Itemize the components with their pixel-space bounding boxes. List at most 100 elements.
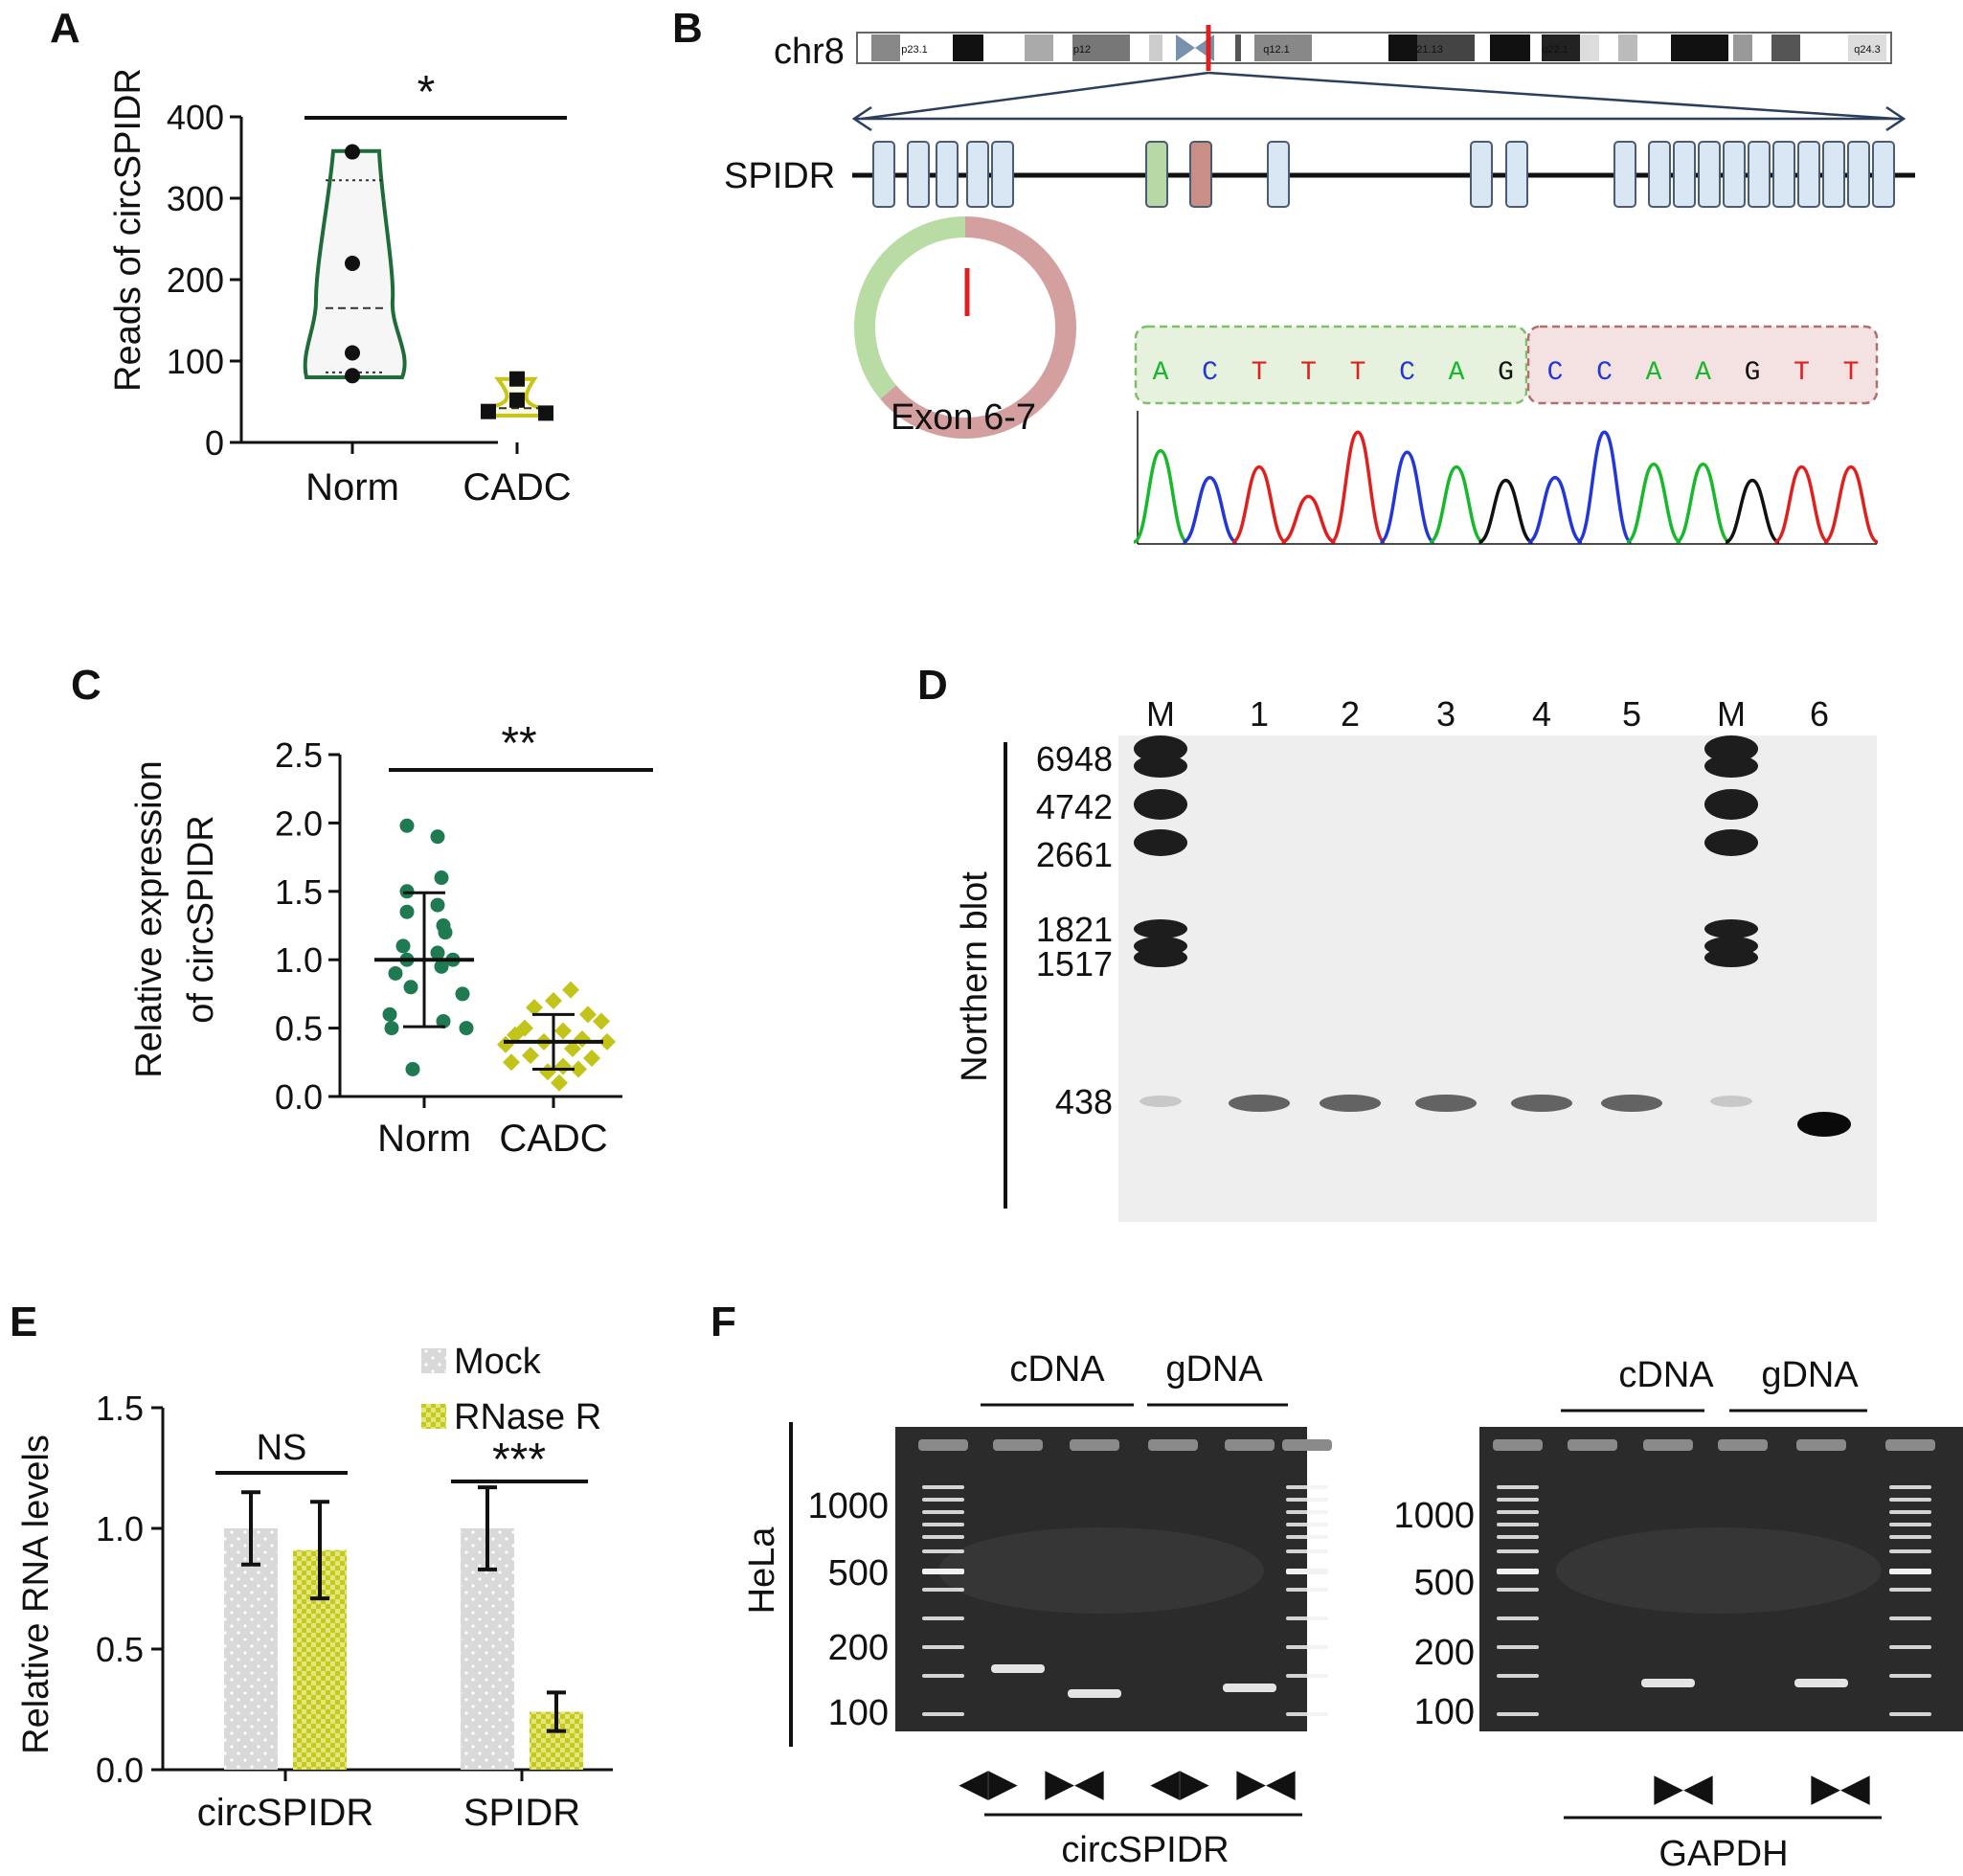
gel-marker-labels: 1000 1000 500 500 200 200 100 100 (807, 1486, 1475, 1733)
chromosome-label: chr8 (774, 32, 845, 72)
panel-c-y-ticks: 0.0 0.5 1.0 1.5 2.0 2.5 (275, 735, 340, 1117)
panel-c-point-cadc (522, 1047, 539, 1065)
exon (872, 141, 895, 208)
ladder-band (1286, 1674, 1328, 1678)
ladder-band (1286, 1569, 1328, 1574)
ladder-band (1286, 1712, 1328, 1716)
panel-a-y-tick-label: 300 (167, 179, 224, 218)
panel-e-y-tick-label: 1.5 (96, 1389, 144, 1428)
gel-well (1885, 1439, 1935, 1451)
panel-e-y-tick-label: 0.0 (96, 1751, 144, 1790)
chromatogram-peak (1576, 430, 1633, 544)
gel-well (1070, 1439, 1119, 1451)
panel-c-point-norm (384, 1021, 399, 1036)
sequence-base: C (1547, 358, 1564, 388)
panel-c-mean-sd (374, 891, 603, 1071)
chromosome-band-labels: p23.1 p22 p12 q12.1 q21.13 q21.3 q22.1 q23.3 q24… (901, 44, 1881, 56)
exon (1723, 141, 1746, 208)
ladder-band (1889, 1498, 1931, 1502)
gel1-group-gdna: gDNA (1165, 1349, 1263, 1390)
sample-band (1415, 1095, 1477, 1112)
sequence-base: C (1399, 358, 1415, 388)
panel-a-point-cadc (538, 405, 553, 421)
chromosome-band-label: q24.3 (1854, 44, 1881, 56)
sequence-base: G (1498, 358, 1514, 388)
exon (1748, 141, 1771, 208)
panel-c-point-norm (405, 1061, 420, 1076)
ladder-band (922, 1485, 964, 1489)
panel-c-points (382, 818, 616, 1092)
panel-a-y-tick-label: 0 (205, 423, 224, 463)
chromosome-band-label: q21.3 (1498, 44, 1524, 56)
panel-c-point-cadc (551, 1074, 568, 1092)
legend-label-mock: Mock (454, 1342, 542, 1382)
gel1-marker-label: 500 (828, 1553, 889, 1593)
panel-e-y-ticks: 0.0 0.5 1.0 1.5 (96, 1389, 163, 1790)
panel-c-significance: ** (501, 718, 536, 769)
panel-c-point-norm (399, 904, 415, 919)
sequence-base: G (1745, 358, 1761, 388)
panel-a-point-norm (345, 256, 360, 271)
ladder-band (1704, 735, 1758, 762)
northern-lane-label: 2 (1341, 694, 1360, 734)
panel-e-x-tick-label: SPIDR (463, 1792, 580, 1834)
panel-a-y-axis-label: Reads of circSPIDR (108, 68, 148, 392)
panel-e-x-ticks: circSPIDR SPIDR (197, 1770, 580, 1834)
ladder-band (922, 1569, 964, 1574)
sequence-base: T (1843, 358, 1860, 388)
legend-swatch-rnase-r (421, 1404, 446, 1429)
sequence-base: C (1202, 358, 1218, 388)
exon (936, 141, 959, 208)
gel-well (1493, 1439, 1543, 1451)
ladder-band (1134, 755, 1187, 778)
panel-c-point-cadc (554, 1057, 572, 1075)
exon (1698, 141, 1721, 208)
panel-d-label: D (917, 662, 948, 709)
chromatogram-peak (1823, 464, 1879, 544)
ladder-band (1286, 1549, 1328, 1553)
panel-c-y-tick-label: 2.0 (275, 803, 323, 843)
ladder-band (1286, 1498, 1328, 1502)
ladder-band (1889, 1510, 1931, 1514)
chromatogram-peak (1231, 464, 1287, 544)
legend-label-rnase-r: RNase R (454, 1397, 601, 1437)
exon-6 (1145, 141, 1168, 208)
panel-c-point-norm (395, 938, 411, 954)
ladder-band (922, 1645, 964, 1649)
exon (1872, 141, 1895, 208)
ladder-band (1134, 948, 1187, 967)
northern-marker-label: 2661 (1036, 835, 1113, 874)
primer-symbol-3: ◀▶ (1150, 1762, 1209, 1804)
primer-symbol-1: ◀▶ (959, 1762, 1018, 1804)
chromosome-band-label: q21.13 (1410, 44, 1443, 56)
panel-c-y-tick-label: 2.5 (275, 735, 323, 775)
panel-c-point-cadc (583, 1050, 600, 1068)
ladder-band (1710, 1096, 1752, 1107)
northern-lane-label: M (1717, 694, 1746, 734)
chromatogram-peak (1280, 494, 1337, 544)
ladder-band (1497, 1569, 1539, 1574)
panel-d: D Northern blot M 1 2 3 4 5 M 6 6948 4742 2661 182… (917, 662, 1877, 1222)
ladder-band (1497, 1485, 1539, 1489)
panel-c-point-cadc (562, 981, 579, 999)
exon (1847, 141, 1870, 208)
panel-e-bars (224, 1485, 583, 1770)
ladder-band (922, 1712, 964, 1716)
sequence-base: T (1252, 358, 1268, 388)
gel1-marker-label: 1000 (807, 1486, 889, 1526)
ladder-band (1134, 735, 1187, 762)
northern-lane-label: 6 (1810, 694, 1829, 734)
panel-a-y-tick-label: 400 (167, 98, 224, 137)
panel-c-point-cadc (507, 1026, 524, 1044)
gel2-marker-label: 200 (1414, 1633, 1475, 1673)
exon (1470, 141, 1493, 208)
northern-lane-label: 4 (1532, 694, 1551, 734)
legend-swatch-mock (421, 1348, 446, 1373)
northern-marker-label: 1821 (1036, 910, 1113, 949)
gapdh-primer-symbol-1: ▶◀ (1654, 1767, 1713, 1809)
zoom-line-right (1207, 71, 1897, 121)
gel-well (1568, 1439, 1617, 1451)
panel-c-point-norm (434, 959, 449, 974)
